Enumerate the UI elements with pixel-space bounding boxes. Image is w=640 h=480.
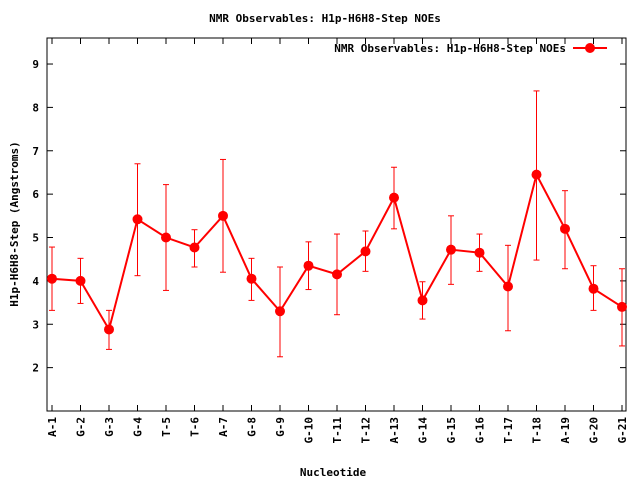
data-point xyxy=(503,281,513,292)
y-tick-label: 8 xyxy=(32,101,39,114)
x-tick-label: A-7 xyxy=(217,417,230,437)
data-point xyxy=(275,306,285,317)
data-point xyxy=(332,269,342,280)
x-tick-label: A-19 xyxy=(559,417,572,444)
data-point xyxy=(47,273,57,284)
chart-title: NMR Observables: H1p-H6H8-Step NOEs xyxy=(209,12,441,25)
data-point xyxy=(531,169,542,180)
x-tick-label: G-8 xyxy=(246,417,259,437)
data-points xyxy=(47,169,627,335)
x-tick-label: G-15 xyxy=(445,417,458,444)
data-point xyxy=(417,295,428,306)
data-point xyxy=(360,246,371,257)
legend-label: NMR Observables: H1p-H6H8-Step NOEs xyxy=(334,42,566,55)
data-point xyxy=(246,273,257,284)
x-tick-label: T-6 xyxy=(189,417,202,437)
y-tick-label: 2 xyxy=(32,362,39,375)
legend: NMR Observables: H1p-H6H8-Step NOEs xyxy=(334,42,607,55)
data-point xyxy=(132,214,143,225)
y-tick-label: 3 xyxy=(32,318,39,331)
data-point xyxy=(161,232,171,243)
y-tick-label: 7 xyxy=(32,145,39,158)
x-tick-label: T-5 xyxy=(160,417,173,437)
y-tick-label: 4 xyxy=(32,275,39,288)
x-tick-label: G-14 xyxy=(417,417,430,444)
plot-frame xyxy=(46,37,627,412)
x-tick-label: T-18 xyxy=(531,417,544,444)
x-tick-label: G-3 xyxy=(103,417,116,437)
x-axis-title: Nucleotide xyxy=(300,466,367,479)
x-tick-label: T-12 xyxy=(360,417,373,444)
x-tick-label: G-9 xyxy=(274,417,287,437)
data-point xyxy=(303,260,314,271)
data-point xyxy=(189,242,200,253)
x-axis: A-1 G-2 G-3 G-4 T-5 T-6 A-7 G-8 G-9 G-10 T-11 T-12 A… xyxy=(46,38,629,444)
x-tick-label: G-21 xyxy=(616,417,629,444)
y-axis-title: H1p-H6H8-Step (Angstroms) xyxy=(8,141,21,307)
x-tick-label: G-20 xyxy=(588,417,601,444)
x-tick-label: A-1 xyxy=(46,417,59,437)
x-tick-label: T-17 xyxy=(502,417,515,444)
data-point xyxy=(446,244,456,255)
x-tick-label: G-16 xyxy=(474,417,487,444)
x-tick-label: G-2 xyxy=(75,417,88,437)
legend-marker xyxy=(585,43,595,53)
data-point xyxy=(75,275,86,286)
x-tick-label: G-4 xyxy=(132,417,145,437)
data-point xyxy=(104,324,114,335)
x-tick-label: T-11 xyxy=(331,417,344,444)
data-point xyxy=(389,192,399,203)
x-tick-label: A-13 xyxy=(388,417,401,444)
x-tick-label: G-10 xyxy=(303,417,316,444)
y-tick-label: 9 xyxy=(32,58,39,71)
data-point xyxy=(560,223,570,234)
data-point xyxy=(474,247,485,258)
data-point xyxy=(218,210,228,221)
data-point xyxy=(588,283,599,294)
y-tick-label: 5 xyxy=(32,232,39,245)
data-point xyxy=(617,301,627,312)
y-tick-label: 6 xyxy=(32,188,39,201)
